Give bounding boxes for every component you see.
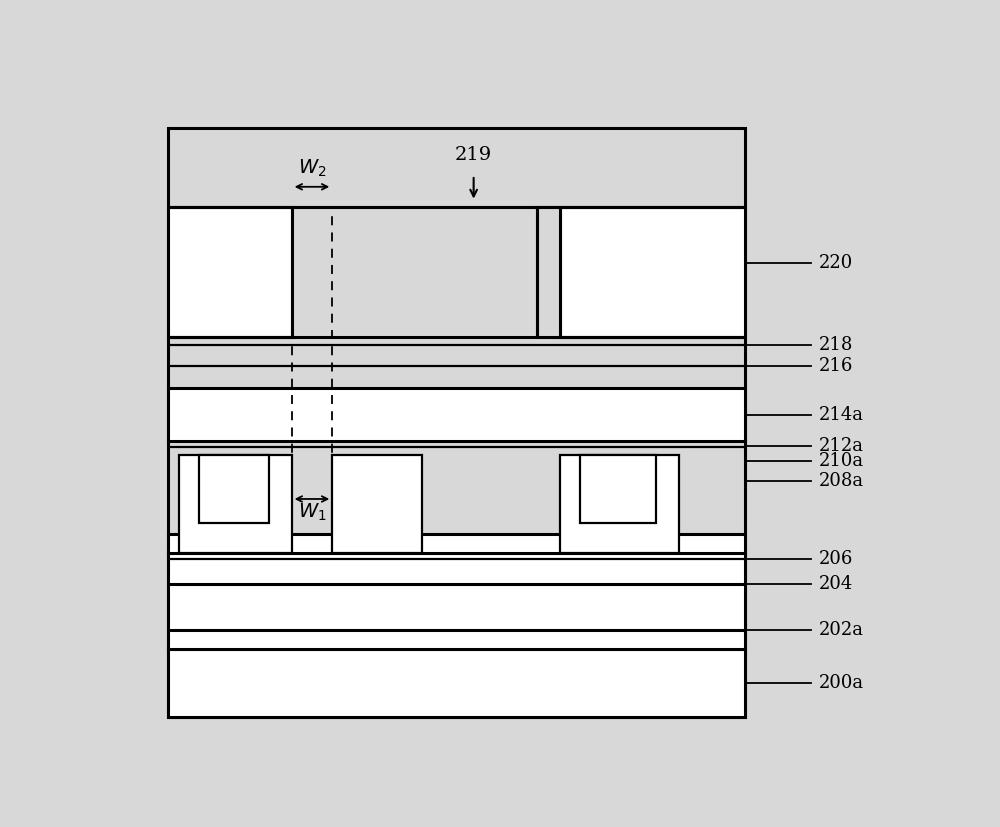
Bar — [168, 649, 745, 717]
Bar — [560, 208, 745, 337]
Text: $W_2$: $W_2$ — [298, 158, 326, 179]
Bar — [292, 208, 537, 337]
Text: 200a: 200a — [819, 674, 864, 691]
Bar — [168, 553, 745, 649]
Bar — [168, 534, 745, 553]
Text: 204: 204 — [819, 576, 853, 594]
Bar — [179, 455, 292, 553]
Text: 214a: 214a — [819, 406, 864, 423]
Bar — [537, 208, 560, 337]
Bar — [168, 388, 745, 442]
Text: 202a: 202a — [819, 621, 864, 638]
Text: 216: 216 — [819, 357, 853, 375]
Text: 206: 206 — [819, 550, 853, 568]
Text: 208a: 208a — [819, 472, 864, 490]
Bar — [168, 208, 292, 337]
Text: $W_1$: $W_1$ — [298, 502, 326, 523]
Text: 212a: 212a — [819, 437, 864, 455]
Text: 220: 220 — [819, 255, 853, 272]
Text: 218: 218 — [819, 336, 853, 354]
Bar — [580, 455, 656, 523]
Bar — [537, 208, 560, 337]
Bar — [199, 455, 269, 523]
Bar — [560, 455, 679, 553]
Bar — [168, 128, 745, 717]
Text: 219: 219 — [455, 146, 492, 164]
Bar — [332, 455, 422, 553]
Text: 210a: 210a — [819, 452, 864, 470]
